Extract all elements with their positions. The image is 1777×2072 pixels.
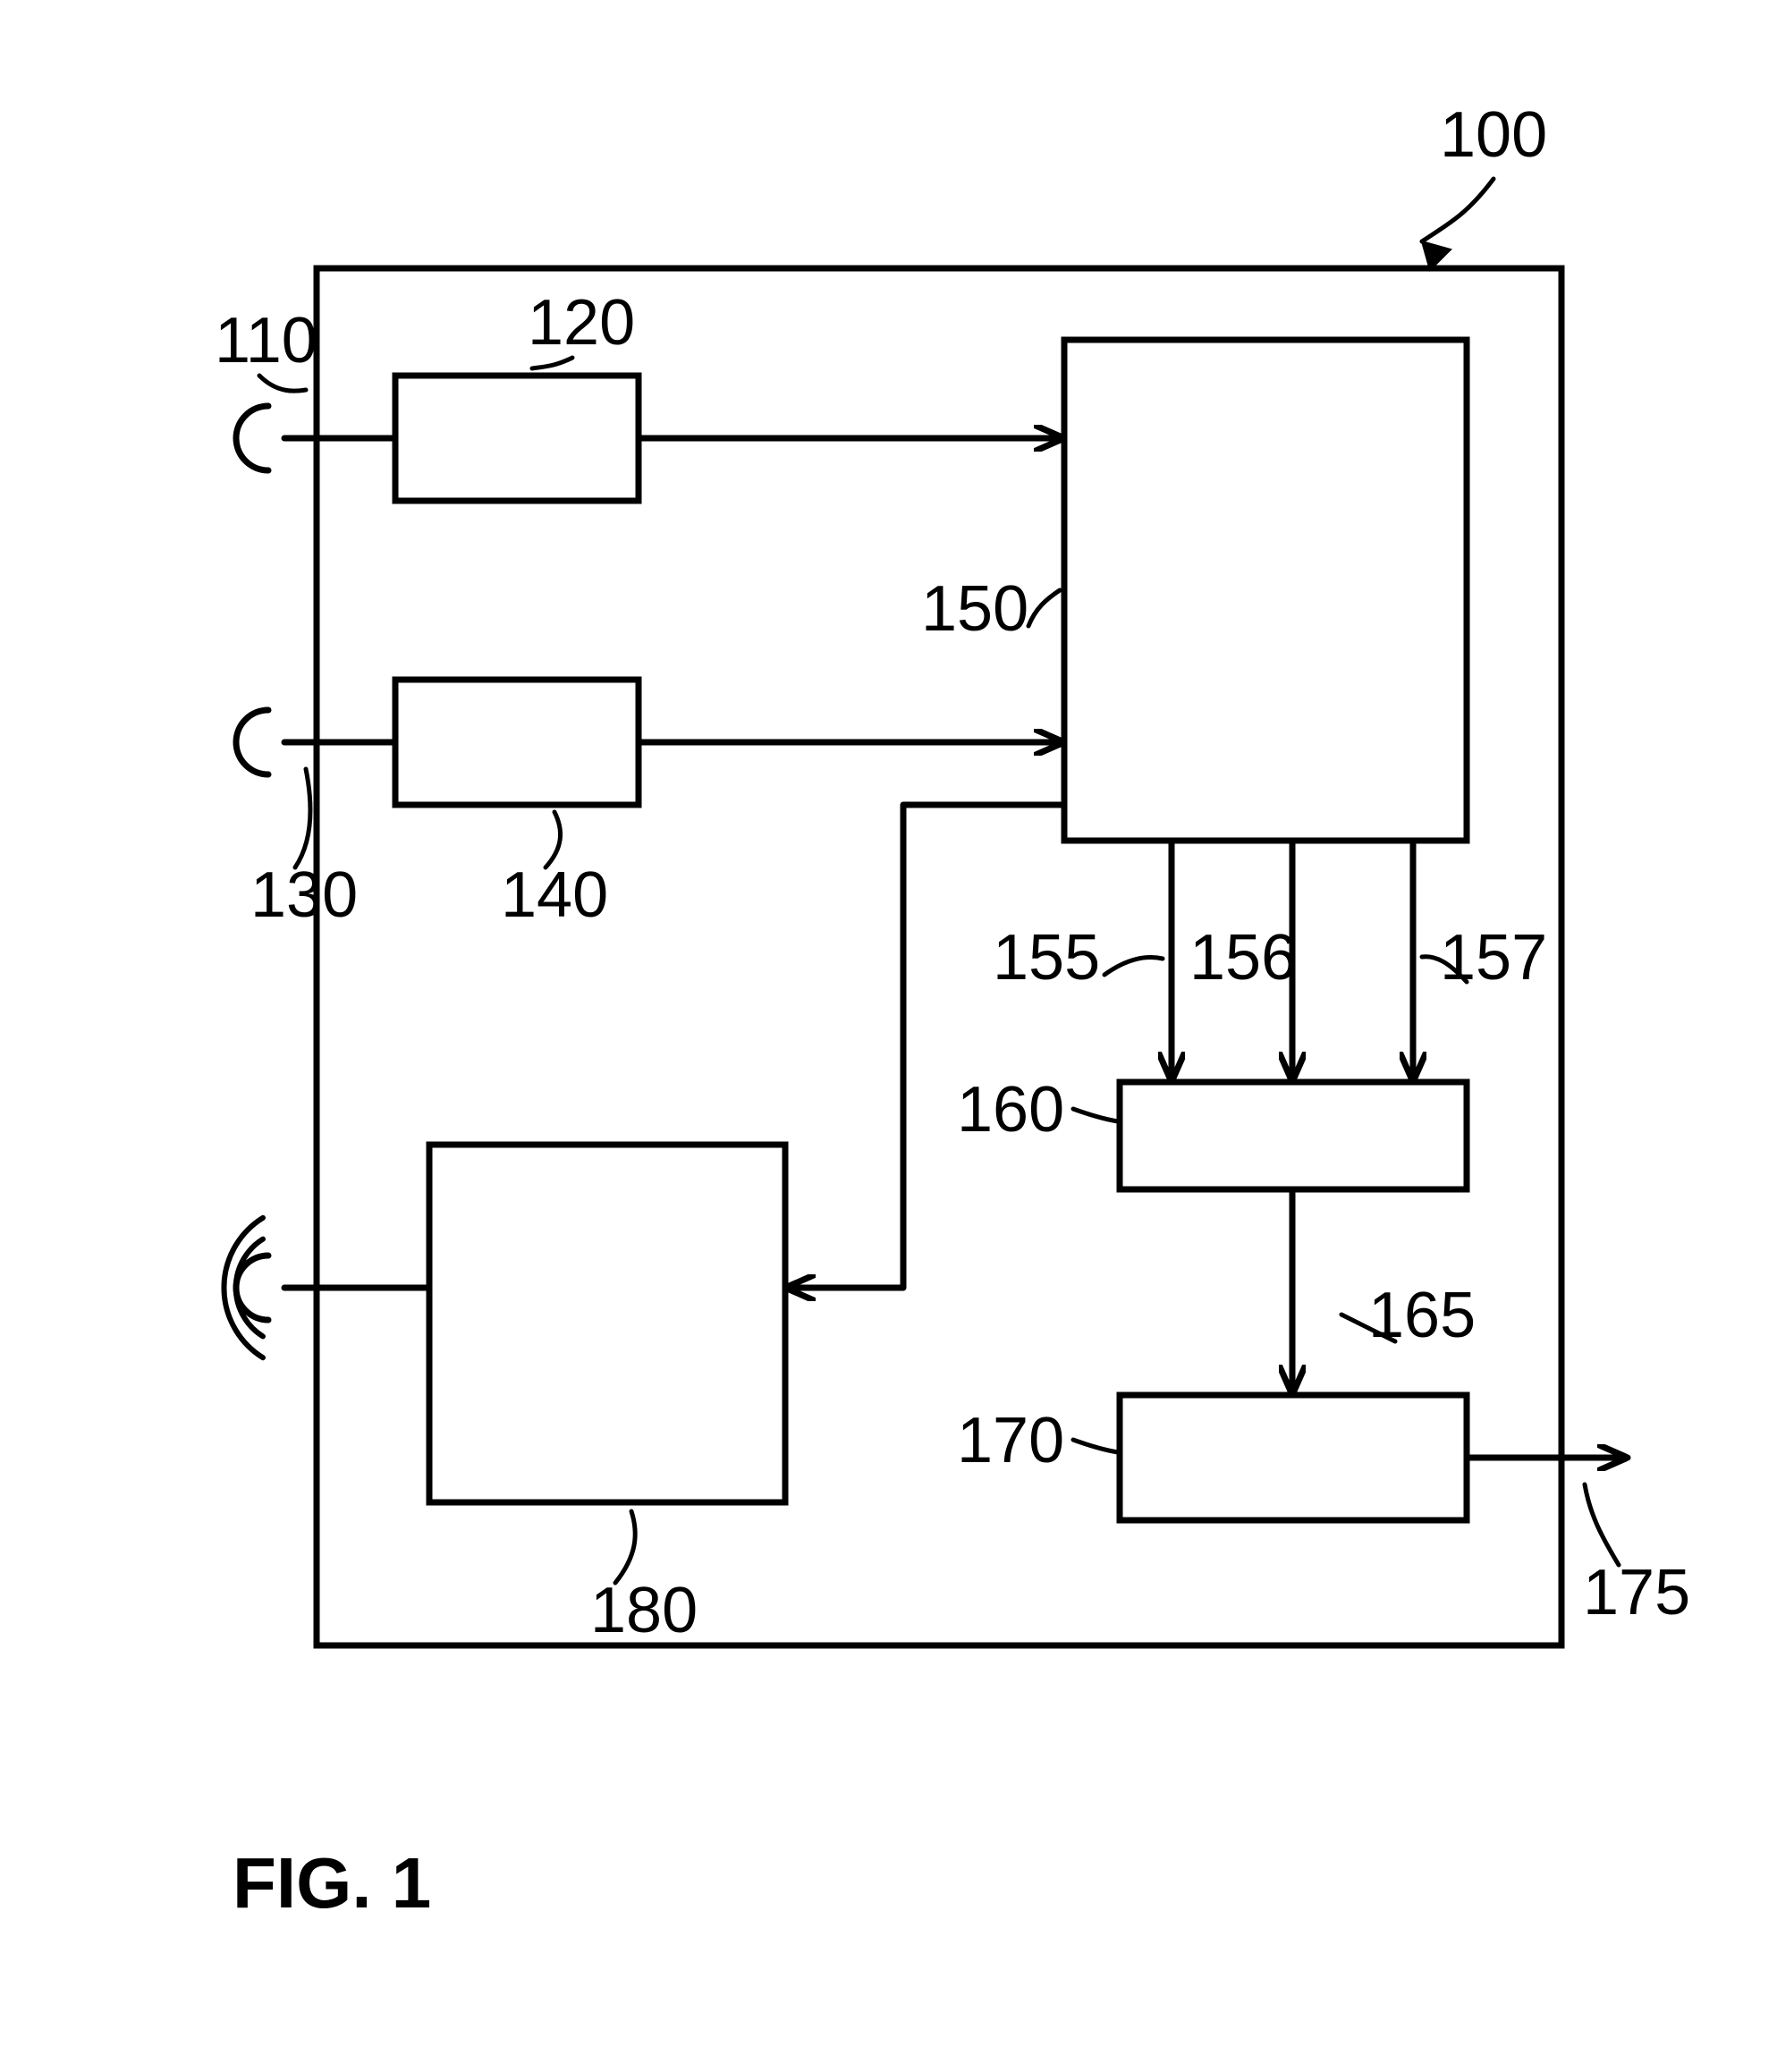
ref-label-l155: 155 <box>993 921 1100 994</box>
block-b140 <box>395 680 639 805</box>
outer-container-box <box>317 268 1561 1645</box>
connector-c150_180 <box>785 805 1064 1288</box>
diagram-stage: 100 110 120 130 140 150 155 156 157 160 165 170 175 1… <box>0 0 1777 2072</box>
ref-label-l140: 140 <box>501 858 608 932</box>
block-b170 <box>1120 1395 1467 1520</box>
ref-label-l100: 100 <box>1440 98 1547 172</box>
ref-label-l160: 160 <box>957 1073 1064 1146</box>
ref-label-l120: 120 <box>528 286 635 359</box>
leader-l100 <box>1422 179 1494 241</box>
output-wave-2 <box>224 1218 263 1357</box>
ref-label-l157: 157 <box>1440 921 1547 994</box>
ref-label-l150: 150 <box>921 572 1028 646</box>
input-port-110 <box>236 406 268 470</box>
leader-l130 <box>295 769 310 867</box>
ref-label-l110: 110 <box>215 304 317 377</box>
input-port-130 <box>236 710 268 774</box>
leader-l180 <box>615 1511 635 1583</box>
ref-label-l165: 165 <box>1368 1279 1476 1352</box>
ref-label-l175: 175 <box>1583 1556 1690 1629</box>
leader-l155 <box>1104 958 1163 975</box>
leader-l110 <box>259 376 306 391</box>
block-b120 <box>395 376 639 501</box>
leader-l175 <box>1585 1484 1619 1565</box>
block-b160 <box>1120 1082 1467 1189</box>
leader-l170 <box>1073 1440 1118 1452</box>
block-b150 <box>1064 340 1467 841</box>
leader-l160 <box>1073 1109 1118 1121</box>
ref-label-l180: 180 <box>590 1574 698 1647</box>
ref-label-l156: 156 <box>1189 921 1297 994</box>
figure-title: FIG. 1 <box>233 1842 431 1924</box>
block-b180 <box>429 1145 785 1502</box>
leader-l150 <box>1028 590 1060 626</box>
ref-label-l170: 170 <box>957 1404 1064 1477</box>
ref-label-l130: 130 <box>250 858 358 932</box>
